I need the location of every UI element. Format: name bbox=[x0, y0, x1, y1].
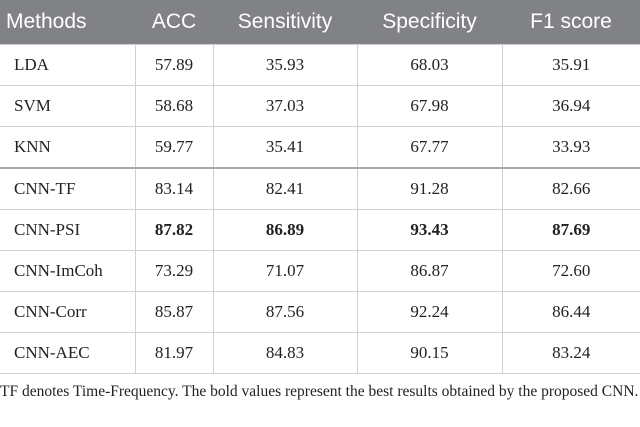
value-cell: 90.15 bbox=[356, 332, 503, 374]
table-row: LDA 57.89 35.93 68.03 35.91 bbox=[0, 44, 640, 86]
value-cell: 57.89 bbox=[134, 44, 214, 86]
value-cell: 82.41 bbox=[212, 167, 358, 210]
value-cell: 68.03 bbox=[356, 44, 503, 86]
value-cell: 37.03 bbox=[212, 85, 358, 127]
header-cell: Methods bbox=[0, 0, 135, 45]
header-cell: Specificity bbox=[357, 0, 502, 45]
value-cell: 73.29 bbox=[134, 250, 214, 292]
value-cell: 86.87 bbox=[356, 250, 503, 292]
value-cell: 85.87 bbox=[134, 291, 214, 333]
table-row: CNN-Corr 85.87 87.56 92.24 86.44 bbox=[0, 291, 640, 333]
value-cell: 35.91 bbox=[501, 44, 640, 86]
value-cell: 92.24 bbox=[356, 291, 503, 333]
value-cell: 71.07 bbox=[212, 250, 358, 292]
table-row: SVM 58.68 37.03 67.98 36.94 bbox=[0, 85, 640, 127]
table-row: CNN-ImCoh 73.29 71.07 86.87 72.60 bbox=[0, 250, 640, 292]
header-row: Methods ACC Sensitivity Specificity F1 score bbox=[0, 0, 640, 45]
method-cell: KNN bbox=[0, 126, 136, 169]
value-cell: 87.69 bbox=[501, 209, 640, 251]
table-row: CNN-PSI 87.82 86.89 93.43 87.69 bbox=[0, 209, 640, 251]
value-cell: 72.60 bbox=[501, 250, 640, 292]
results-table: Methods ACC Sensitivity Specificity F1 score… bbox=[0, 0, 640, 374]
value-cell: 86.44 bbox=[501, 291, 640, 333]
footnote: TF denotes Time-Frequency. The bold valu… bbox=[0, 383, 639, 400]
table-row: CNN-TF 83.14 82.41 91.28 82.66 bbox=[0, 167, 640, 210]
value-cell: 91.28 bbox=[356, 167, 503, 210]
value-cell: 35.41 bbox=[212, 126, 358, 169]
value-cell: 87.56 bbox=[212, 291, 358, 333]
table-row: KNN 59.77 35.41 67.77 33.93 bbox=[0, 126, 640, 169]
table-row: CNN-AEC 81.97 84.83 90.15 83.24 bbox=[0, 332, 640, 374]
value-cell: 93.43 bbox=[356, 209, 503, 251]
value-cell: 87.82 bbox=[134, 209, 214, 251]
value-cell: 82.66 bbox=[501, 167, 640, 210]
method-cell: SVM bbox=[0, 85, 136, 127]
value-cell: 67.77 bbox=[356, 126, 503, 169]
method-cell: CNN-TF bbox=[0, 167, 136, 210]
header-cell: Sensitivity bbox=[213, 0, 357, 45]
value-cell: 86.89 bbox=[212, 209, 358, 251]
value-cell: 81.97 bbox=[134, 332, 214, 374]
header-cell: F1 score bbox=[502, 0, 640, 45]
method-cell: CNN-Corr bbox=[0, 291, 136, 333]
value-cell: 84.83 bbox=[212, 332, 358, 374]
value-cell: 33.93 bbox=[501, 126, 640, 169]
method-cell: CNN-ImCoh bbox=[0, 250, 136, 292]
value-cell: 36.94 bbox=[501, 85, 640, 127]
header-cell: ACC bbox=[135, 0, 213, 45]
value-cell: 67.98 bbox=[356, 85, 503, 127]
method-cell: CNN-AEC bbox=[0, 332, 136, 374]
value-cell: 58.68 bbox=[134, 85, 214, 127]
value-cell: 35.93 bbox=[212, 44, 358, 86]
method-cell: CNN-PSI bbox=[0, 209, 136, 251]
value-cell: 83.24 bbox=[501, 332, 640, 374]
value-cell: 59.77 bbox=[134, 126, 214, 169]
value-cell: 83.14 bbox=[134, 167, 214, 210]
method-cell: LDA bbox=[0, 44, 136, 86]
